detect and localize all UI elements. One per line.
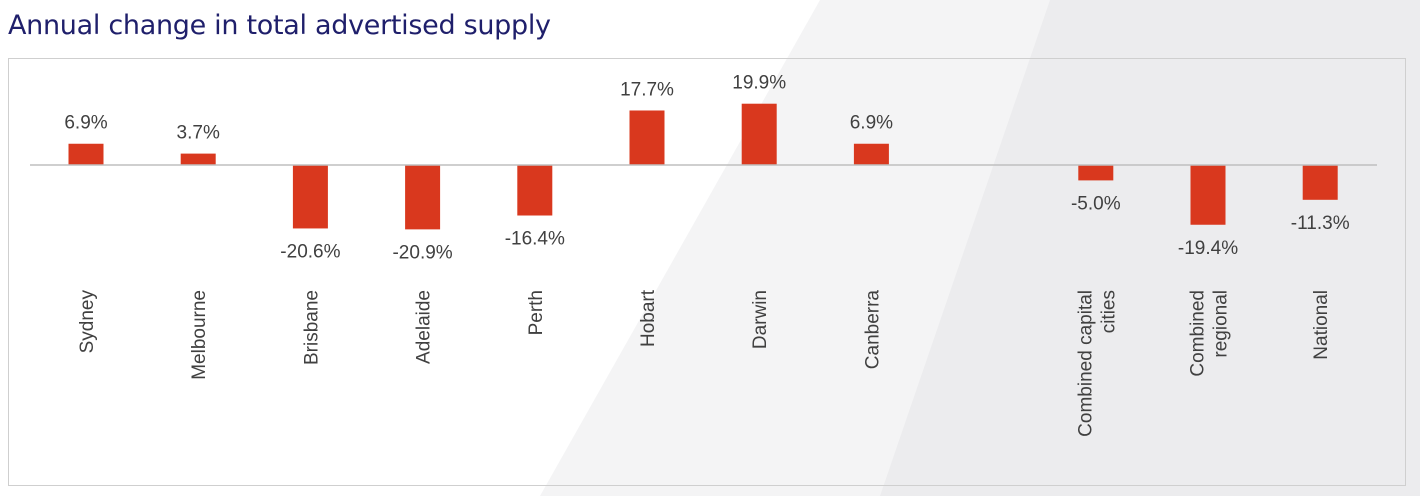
- bar-darwin: [741, 103, 777, 165]
- category-label-darwin: Darwin: [750, 290, 771, 349]
- category-label-sydney: Sydney: [77, 290, 98, 354]
- bar-adelaide: [405, 165, 441, 230]
- data-label-hobart: 17.7%: [620, 79, 674, 100]
- bar-melbourne: [180, 153, 216, 165]
- bar-hobart: [629, 110, 665, 165]
- data-label-combined-capital-cities: -5.0%: [1071, 193, 1121, 214]
- category-label-canberra: Canberra: [862, 290, 883, 370]
- data-label-perth: -16.4%: [505, 229, 565, 250]
- data-label-adelaide: -20.9%: [392, 242, 452, 263]
- bar-sydney: [68, 143, 104, 165]
- bar-brisbane: [292, 165, 328, 229]
- category-label-combined-capital-cities: Combined capital cities: [1075, 290, 1119, 437]
- chart-frame: [8, 58, 1406, 486]
- data-label-combined-regional: -19.4%: [1178, 238, 1238, 259]
- data-label-national: -11.3%: [1291, 213, 1350, 234]
- category-label-perth: Perth: [526, 290, 547, 335]
- category-label-hobart: Hobart: [638, 289, 659, 347]
- bars-group: [68, 103, 1338, 230]
- bar-combined-regional: [1190, 165, 1226, 225]
- data-label-canberra: 6.9%: [850, 113, 893, 134]
- data-label-sydney: 6.9%: [64, 113, 107, 134]
- chart-title: Annual change in total advertised supply: [8, 10, 551, 41]
- data-labels-group: 6.9% 3.7% -20.6% -20.9% -16.4% 17.7% 19.9% 6.9%…: [64, 73, 1349, 264]
- category-label-adelaide: Adelaide: [414, 290, 435, 364]
- category-label-combined-regional: Combined regional: [1188, 290, 1232, 377]
- data-label-melbourne: 3.7%: [177, 123, 220, 144]
- data-label-darwin: 19.9%: [732, 73, 786, 94]
- data-label-brisbane: -20.6%: [280, 241, 340, 262]
- category-label-national: National: [1311, 290, 1332, 360]
- bar-national: [1302, 165, 1338, 200]
- category-label-brisbane: Brisbane: [301, 290, 322, 365]
- bar-combined-capital-cities: [1078, 165, 1114, 181]
- category-label-melbourne: Melbourne: [189, 290, 210, 380]
- bar-canberra: [853, 143, 889, 165]
- category-labels-group: Sydney Melbourne Brisbane Adelaide Perth Hoba…: [77, 289, 1332, 437]
- bar-perth: [517, 165, 553, 216]
